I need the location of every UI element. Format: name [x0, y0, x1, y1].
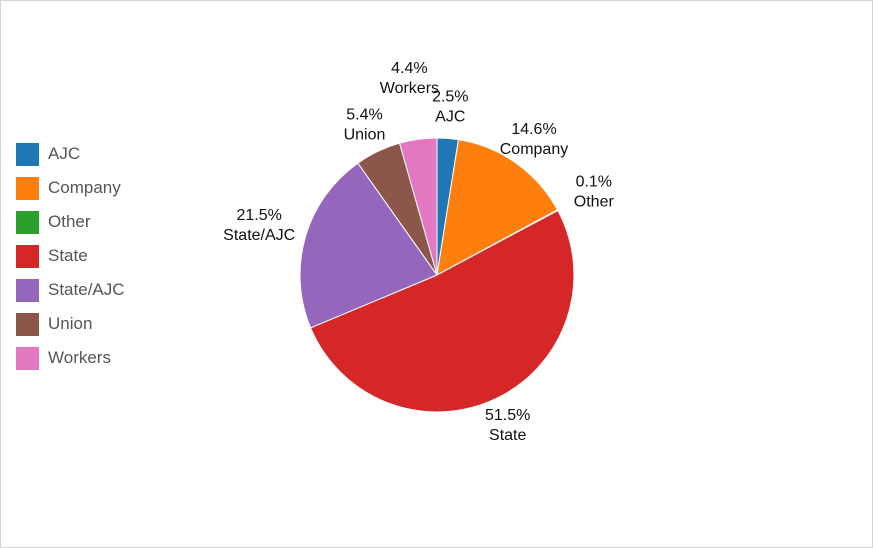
pie-slice-state[interactable] — [309, 209, 575, 413]
legend-label-state: State — [48, 246, 88, 265]
slice-label-workers: 4.4% Workers — [380, 60, 439, 97]
legend-label-ajc: AJC — [48, 144, 81, 163]
legend-item-ajc[interactable]: AJC — [16, 137, 125, 171]
legend-item-state-ajc[interactable]: State/AJC — [16, 273, 125, 307]
legend-swatch-other — [16, 210, 39, 234]
slice-label-union: 5.4% Union — [344, 106, 386, 143]
legend-swatch-state-ajc — [16, 278, 39, 302]
slice-label-state-ajc: 21.5% State/AJC — [223, 207, 295, 244]
slice-label-ajc: 2.5% AJC — [432, 89, 468, 126]
legend-swatch-company — [16, 176, 39, 200]
legend-label-state-ajc: State/AJC — [48, 280, 125, 299]
legend-item-other[interactable]: Other — [16, 205, 125, 239]
slice-label-company: 14.6% Company — [500, 121, 568, 158]
legend: AJC Company Other State State/AJC Union … — [16, 137, 125, 375]
slice-label-state: 51.5% State — [485, 407, 530, 444]
slice-label-other: 0.1% Other — [574, 174, 615, 211]
legend-label-company: Company — [48, 178, 121, 197]
legend-item-company[interactable]: Company — [16, 171, 125, 205]
legend-item-workers[interactable]: Workers — [16, 341, 125, 375]
legend-label-workers: Workers — [48, 348, 111, 367]
legend-swatch-union — [16, 312, 39, 336]
pie-slice-state-ajc[interactable] — [299, 162, 438, 329]
legend-item-union[interactable]: Union — [16, 307, 125, 341]
legend-swatch-workers — [16, 346, 39, 370]
pie-slice-company[interactable] — [436, 139, 559, 276]
legend-label-union: Union — [48, 314, 93, 333]
legend-swatch-state — [16, 244, 39, 268]
legend-item-state[interactable]: State — [16, 239, 125, 273]
legend-swatch-ajc — [16, 142, 39, 166]
legend-label-other: Other — [48, 212, 91, 231]
pie-slice-workers[interactable] — [398, 137, 438, 276]
